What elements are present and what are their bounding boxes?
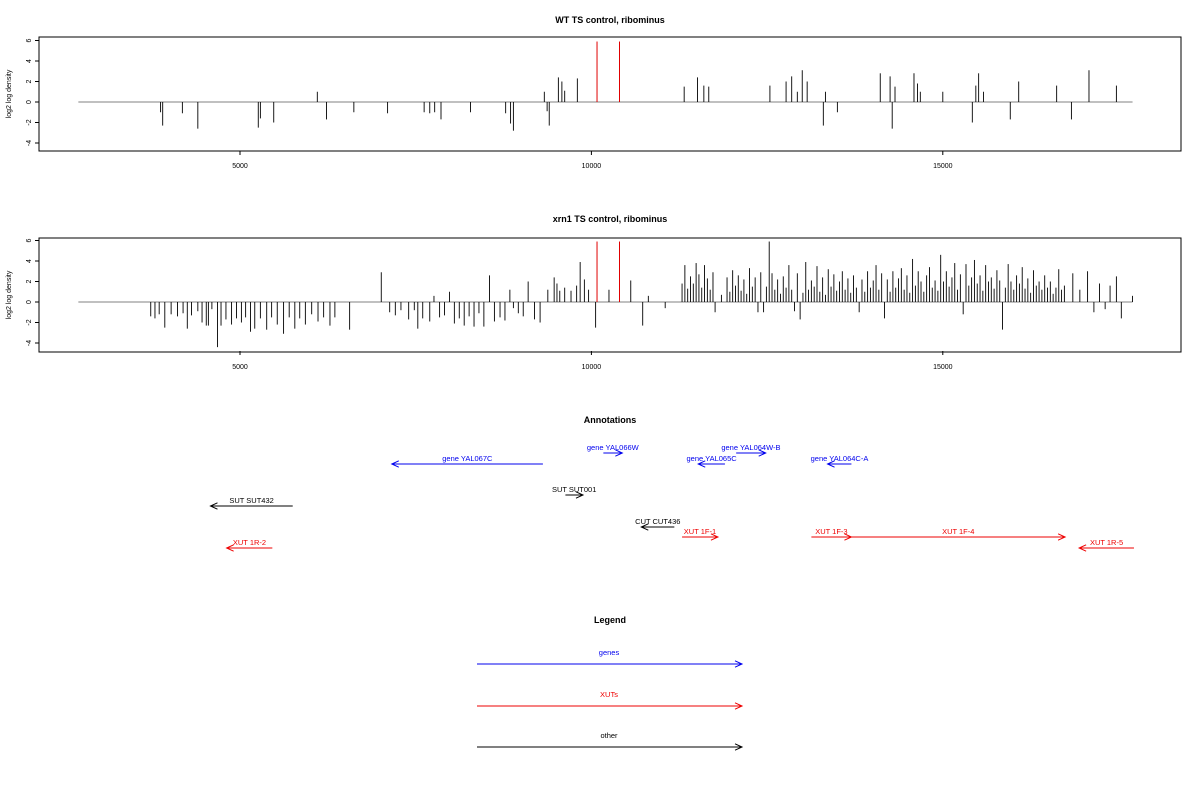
legend-arrow-arrowhead xyxy=(734,660,744,668)
wt-y-tick-label: -2 xyxy=(26,119,33,125)
annotation-arrow-arrowhead xyxy=(209,502,218,510)
annotation-label: gene YAL064C-A xyxy=(811,454,869,463)
wt-y-axis-label: log2 log density xyxy=(6,69,13,118)
annotation-label: CUT CUT436 xyxy=(635,517,680,526)
annotation-arrow-arrowhead xyxy=(1077,544,1087,552)
wt-y-tick-label: -4 xyxy=(26,140,33,146)
annotation-arrow-arrowhead xyxy=(758,449,767,457)
wt-y-tick-label: 4 xyxy=(26,59,33,63)
wt-x-tick-label: 10000 xyxy=(582,163,602,170)
xrn1-y-tick-label: -2 xyxy=(26,319,33,325)
wt-panel-title: WT TS control, ribominus xyxy=(555,15,665,25)
xrn1-y-tick-label: 6 xyxy=(26,238,33,242)
xrn1-axes: -4 -2 0 2 4 6 5000 10000 15000 xyxy=(26,238,953,371)
wt-x-tick-label: 15000 xyxy=(933,163,953,170)
xrn1-y-tick-label: 0 xyxy=(26,300,33,304)
xrn1-track-panel: xrn1 TS control, ribominus log2 log dens… xyxy=(6,214,1182,371)
annotation-feature: XUT 1F-1 xyxy=(682,527,720,541)
legend-entry-other: other xyxy=(477,731,744,751)
annotation-label: SUT SUT001 xyxy=(552,485,596,494)
annotation-label: gene YAL065C xyxy=(686,454,737,463)
annotation-feature: gene YAL065C xyxy=(686,454,737,468)
annotation-label: XUT 1R-5 xyxy=(1090,538,1123,547)
xrn1-y-tick-label: 4 xyxy=(26,259,33,263)
legend-title: Legend xyxy=(594,615,626,625)
annotation-arrow-arrowhead xyxy=(1057,533,1067,541)
wt-track-panel: WT TS control, ribominus log2 log densit… xyxy=(6,15,1182,170)
annotation-arrow-arrowhead xyxy=(710,533,720,541)
annotations-title: Annotations xyxy=(584,415,637,425)
annotation-label: XUT 1F-4 xyxy=(942,527,974,536)
wt-axes: -4 -2 0 2 4 6 5000 10000 15000 xyxy=(26,38,953,170)
wt-plot-frame xyxy=(38,36,1182,152)
annotation-label: XUT 1F-3 xyxy=(815,527,847,536)
legend-arrow-arrowhead xyxy=(734,743,744,751)
annotation-feature: XUT 1R-5 xyxy=(1077,538,1134,552)
annotation-feature: SUT SUT432 xyxy=(209,496,293,510)
annotation-label: gene YAL067C xyxy=(442,454,493,463)
annotation-feature: CUT CUT436 xyxy=(635,517,680,531)
wt-y-tick-label: 6 xyxy=(26,38,33,42)
legend-label: other xyxy=(600,731,618,740)
legend-label: XUTs xyxy=(600,690,618,699)
annotation-features: gene YAL067C gene YAL066W gene YAL065C gene… xyxy=(209,443,1134,552)
annotation-feature: gene YAL064C-A xyxy=(811,454,869,468)
wt-y-tick-label: 0 xyxy=(26,100,33,104)
xrn1-x-tick-label: 10000 xyxy=(582,364,602,371)
legend-entry-xuts: XUTs xyxy=(477,690,744,710)
annotation-arrow-arrowhead xyxy=(640,523,649,531)
xrn1-bars xyxy=(78,241,1134,348)
xrn1-x-tick-label: 15000 xyxy=(933,364,953,371)
xrn1-x-tick-label: 5000 xyxy=(232,364,248,371)
annotation-arrow-arrowhead xyxy=(697,460,706,468)
annotation-feature: gene YAL066W xyxy=(587,443,640,457)
annotation-feature: XUT 1F-3 xyxy=(811,527,853,541)
wt-y-tick-label: 2 xyxy=(26,79,33,83)
xrn1-y-axis-label: log2 log density xyxy=(6,270,13,319)
annotation-label: XUT 1F-1 xyxy=(684,527,716,536)
annotation-arrow-arrowhead xyxy=(225,544,234,552)
annotation-feature: XUT 1R-2 xyxy=(225,538,273,552)
annotation-label: XUT 1R-2 xyxy=(233,538,266,547)
annotation-arrow-arrowhead xyxy=(575,491,585,499)
xrn1-y-tick-label: -4 xyxy=(26,340,33,346)
legend-entry-genes: genes xyxy=(477,648,744,668)
xrn1-plot-frame xyxy=(38,237,1182,353)
annotation-feature: XUT 1F-4 xyxy=(851,527,1067,541)
legend-entries: genes XUTs other xyxy=(477,648,744,751)
annotation-arrow-arrowhead xyxy=(390,460,400,468)
annotation-label: gene YAL066W xyxy=(587,443,640,452)
annotation-feature: gene YAL064W-B xyxy=(721,443,781,457)
annotation-feature: gene YAL067C xyxy=(390,454,543,468)
annotation-label: gene YAL064W-B xyxy=(721,443,780,452)
xrn1-panel-title: xrn1 TS control, ribominus xyxy=(553,214,668,224)
xrn1-y-tick-label: 2 xyxy=(26,279,33,283)
wt-bars xyxy=(78,41,1133,131)
legend-section: Legend genes XUTs other xyxy=(477,615,744,751)
annotation-feature: SUT SUT001 xyxy=(552,485,596,499)
annotation-label: SUT SUT432 xyxy=(229,496,273,505)
annotation-arrow-arrowhead xyxy=(615,449,624,457)
annotation-arrow-arrowhead xyxy=(826,460,835,468)
wt-x-tick-label: 5000 xyxy=(232,163,248,170)
legend-label: genes xyxy=(599,648,620,657)
legend-arrow-arrowhead xyxy=(734,702,744,710)
